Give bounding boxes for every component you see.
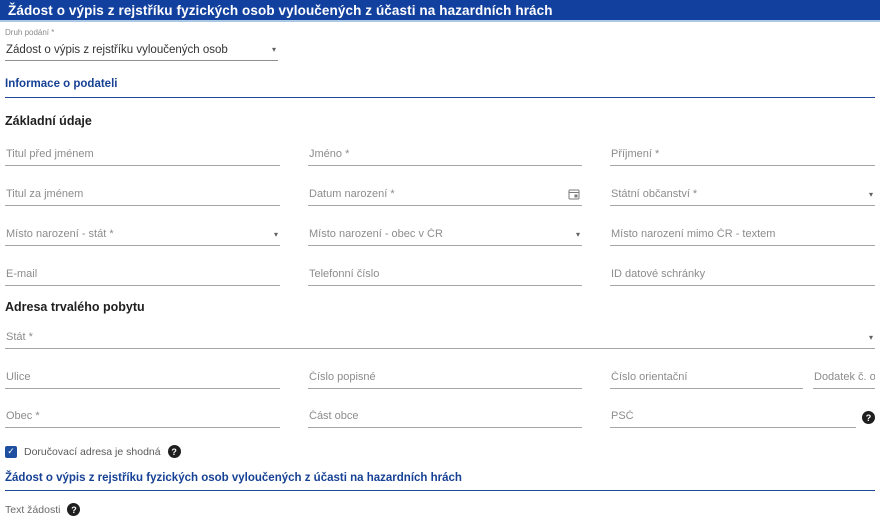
chevron-down-icon[interactable]: ▾ xyxy=(575,230,580,239)
prijmeni-field[interactable] xyxy=(610,132,875,166)
telefon-field[interactable] xyxy=(308,252,582,286)
misto-narozeni-stat-select[interactable]: ▾ xyxy=(5,212,280,246)
cislo-popisne-input[interactable] xyxy=(308,371,582,388)
obec-input[interactable] xyxy=(5,410,280,427)
email-field[interactable] xyxy=(5,252,280,286)
chevron-down-icon[interactable]: ▾ xyxy=(868,333,873,342)
telefon-input[interactable] xyxy=(308,268,582,285)
app-header: Žádost o výpis z rejstříku fyzických oso… xyxy=(0,0,880,22)
dodatek-field[interactable] xyxy=(813,355,875,389)
text-zadosti-label: Text žádosti xyxy=(5,503,61,516)
ulice-field[interactable] xyxy=(5,355,280,389)
form-row: ? xyxy=(5,394,875,428)
calendar-icon[interactable] xyxy=(568,188,580,200)
titul-za-jmenem-field[interactable] xyxy=(5,172,280,206)
obec-field[interactable] xyxy=(5,394,280,428)
jmeno-field[interactable] xyxy=(308,132,582,166)
cislo-orientacni-input[interactable] xyxy=(610,371,803,388)
section-heading-informace: Informace o podateli xyxy=(5,78,118,90)
form-row xyxy=(5,252,875,286)
druh-podani-group: Druh podání * ▾ xyxy=(5,28,278,61)
id-datove-schranky-field[interactable] xyxy=(610,252,875,286)
titul-pred-jmenem-field[interactable] xyxy=(5,132,280,166)
druh-podani-select[interactable]: ▾ xyxy=(5,38,278,61)
misto-narozeni-stat-input[interactable] xyxy=(5,228,280,245)
psc-input[interactable] xyxy=(610,410,856,427)
datum-narozeni-field[interactable] xyxy=(308,172,582,206)
chevron-down-icon[interactable]: ▾ xyxy=(271,45,276,54)
dodatek-input[interactable] xyxy=(813,371,875,388)
ulice-input[interactable] xyxy=(5,371,280,388)
page-title: Žádost o výpis z rejstříku fyzických oso… xyxy=(8,2,553,18)
id-datove-schranky-input[interactable] xyxy=(610,268,875,285)
datum-narozeni-input[interactable] xyxy=(308,188,582,205)
cislo-popisne-field[interactable] xyxy=(308,355,582,389)
dorucovaci-adresa-label: Doručovací adresa je shodná xyxy=(24,445,161,458)
prijmeni-input[interactable] xyxy=(610,148,875,165)
chevron-down-icon[interactable]: ▾ xyxy=(868,190,873,199)
help-icon[interactable]: ? xyxy=(862,411,875,424)
dorucovaci-adresa-checkbox[interactable]: ✓ xyxy=(5,445,17,458)
psc-field[interactable] xyxy=(610,394,856,428)
email-input[interactable] xyxy=(5,268,280,285)
check-icon: ✓ xyxy=(7,446,15,456)
misto-narozeni-obec-select[interactable]: ▾ xyxy=(308,212,582,246)
statni-obcanstvi-input[interactable] xyxy=(610,188,875,205)
section-heading-zadost: Žádost o výpis z rejstříku fyzických oso… xyxy=(5,472,462,484)
form-row: ▾ xyxy=(5,172,875,206)
stat-input[interactable] xyxy=(5,331,875,348)
misto-narozeni-obec-input[interactable] xyxy=(308,228,582,245)
cast-obce-input[interactable] xyxy=(308,410,582,427)
subsection-heading-adresa: Adresa trvalého pobytu xyxy=(5,300,145,314)
help-icon[interactable]: ? xyxy=(67,503,81,516)
form-content: Druh podání * ▾ Informace o podateli Zák… xyxy=(0,28,880,516)
cislo-orientacni-field[interactable] xyxy=(610,355,803,389)
misto-narozeni-mimo-input[interactable] xyxy=(610,228,875,245)
form-row xyxy=(5,132,875,166)
druh-podani-label: Druh podání * xyxy=(5,28,55,37)
section-divider xyxy=(5,490,875,491)
form-row: ▾ xyxy=(5,315,875,349)
statni-obcanstvi-select[interactable]: ▾ xyxy=(610,172,875,206)
jmeno-input[interactable] xyxy=(308,148,582,165)
help-icon[interactable]: ? xyxy=(167,445,181,458)
misto-narozeni-mimo-field[interactable] xyxy=(610,212,875,246)
titul-za-jmenem-input[interactable] xyxy=(5,188,280,205)
form-row xyxy=(5,355,875,389)
cast-obce-field[interactable] xyxy=(308,394,582,428)
druh-podani-value[interactable] xyxy=(5,44,278,60)
chevron-down-icon[interactable]: ▾ xyxy=(273,230,278,239)
subsection-heading-zakladni-udaje: Základní údaje xyxy=(5,114,92,128)
form-row: ▾ ▾ xyxy=(5,212,875,246)
stat-select[interactable]: ▾ xyxy=(5,315,875,349)
dorucovaci-adresa-row: ✓ Doručovací adresa je shodná ? xyxy=(5,444,875,459)
section-divider xyxy=(5,97,875,98)
psc-group: ? xyxy=(610,394,875,428)
text-zadosti-row: Text žádosti ? xyxy=(5,503,875,516)
titul-pred-jmenem-input[interactable] xyxy=(5,148,280,165)
